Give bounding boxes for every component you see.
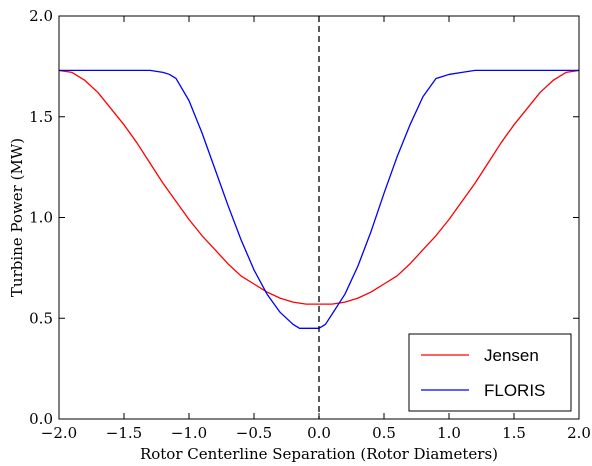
x-tick-label: −0.5 (236, 424, 272, 442)
x-tick-label: 1.0 (437, 424, 461, 442)
x-axis-label: Rotor Centerline Separation (Rotor Diame… (140, 445, 498, 463)
y-tick-label: 0.0 (29, 410, 53, 428)
series-line-jensen (59, 69, 579, 305)
x-tick-label: 0.5 (372, 424, 396, 442)
x-tick-label: 0.0 (307, 424, 331, 442)
x-tick-label: 2.0 (567, 424, 591, 442)
y-tick-label: 1.0 (29, 209, 53, 227)
legend-label-jensen: Jensen (484, 346, 539, 365)
x-tick-label: −1.0 (171, 424, 207, 442)
y-tick-label: 0.5 (29, 309, 53, 327)
y-tick-label: 1.5 (29, 108, 53, 126)
x-tick-label: 1.5 (502, 424, 526, 442)
legend-label-floris: FLORIS (484, 381, 545, 400)
y-tick-label: 2.0 (29, 7, 53, 25)
y-axis-label: Turbine Power (MW) (8, 138, 26, 297)
x-tick-label: −2.0 (41, 424, 77, 442)
legend-box (408, 333, 572, 412)
legend: Jensen FLORIS (408, 333, 572, 412)
x-tick-label: −1.5 (106, 424, 142, 442)
